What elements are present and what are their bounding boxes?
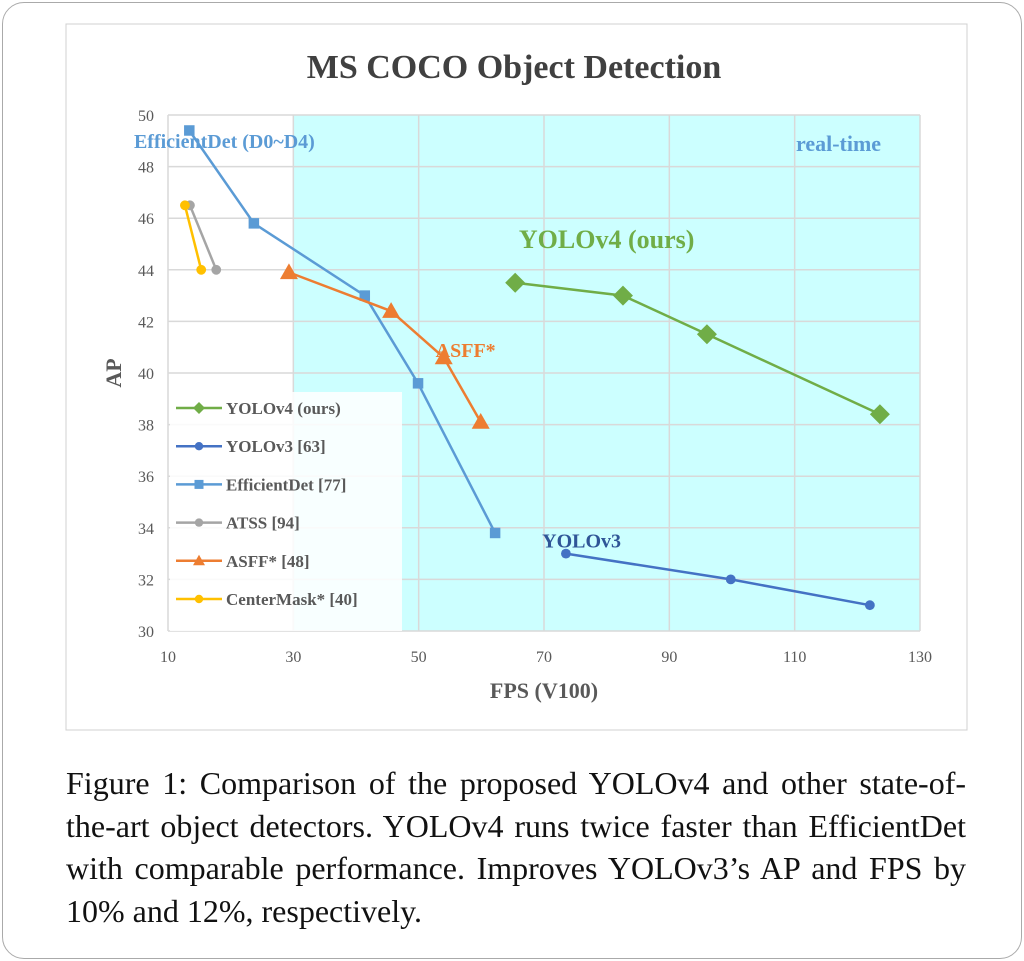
y-tick-label: 42 [138, 314, 154, 331]
legend-label: CenterMask* [40] [226, 590, 358, 609]
data-point [193, 554, 205, 566]
annotation: YOLOv3 [542, 531, 621, 553]
legend-label: ATSS [94] [226, 514, 300, 533]
data-point [612, 285, 633, 306]
data-point [382, 302, 401, 318]
x-tick-label: 50 [411, 649, 427, 666]
annotation: ASFF* [436, 340, 496, 362]
data-point [184, 125, 195, 136]
data-point [193, 402, 205, 414]
legend-box [170, 392, 402, 631]
y-tick-label: 30 [138, 624, 154, 641]
figure-caption: Figure 1: Comparison of the proposed YOL… [66, 765, 966, 929]
data-point [505, 272, 526, 293]
y-tick-label: 32 [138, 572, 154, 589]
annotation: YOLOv4 (ours) [519, 225, 695, 254]
data-point [180, 200, 190, 211]
x-tick-label: 130 [908, 649, 932, 666]
series-line [515, 281, 881, 416]
y-tick-label: 46 [138, 211, 154, 228]
x-tick-label: 90 [661, 649, 677, 666]
data-point [696, 324, 717, 345]
x-tick-label: 70 [536, 649, 552, 666]
data-point [471, 413, 490, 429]
data-point [279, 263, 298, 280]
data-point [434, 348, 453, 365]
annotation: EfficientDet (D0~D4) [134, 131, 315, 153]
chart-title: MS COCO Object Detection [307, 49, 722, 86]
legend-label: ASFF* [48] [226, 552, 310, 571]
data-point [412, 378, 424, 389]
data-point [194, 594, 204, 604]
data-point [561, 548, 571, 559]
data-point [194, 479, 204, 489]
data-point [359, 290, 371, 301]
data-point [489, 527, 501, 539]
y-tick-label: 40 [138, 366, 154, 383]
legend-label: YOLOv4 (ours) [226, 399, 341, 418]
data-point [725, 574, 736, 585]
legend-label: YOLOv3 [63] [226, 437, 326, 456]
data-point [248, 218, 260, 229]
y-tick-label: 44 [138, 263, 154, 280]
x-axis-label: FPS (V100) [490, 678, 598, 703]
y-tick-label: 34 [138, 521, 154, 538]
data-point [864, 600, 875, 611]
legend-label: EfficientDet [77] [226, 475, 346, 494]
y-tick-label: 50 [138, 108, 154, 125]
data-point [194, 518, 204, 527]
y-tick-label: 38 [138, 418, 154, 435]
series-line [183, 204, 203, 271]
data-point [869, 404, 890, 425]
y-tick-label: 36 [138, 469, 154, 486]
x-tick-label: 110 [783, 649, 806, 666]
data-point [194, 442, 204, 451]
x-tick-label: 10 [160, 649, 176, 666]
series-line [188, 204, 218, 271]
annotation: real-time [796, 131, 881, 156]
data-point [196, 264, 207, 275]
x-tick-label: 30 [285, 649, 301, 666]
series-line [288, 271, 482, 423]
y-axis-label: AP [101, 358, 126, 387]
y-tick-label: 48 [138, 160, 154, 177]
data-point [211, 264, 222, 275]
